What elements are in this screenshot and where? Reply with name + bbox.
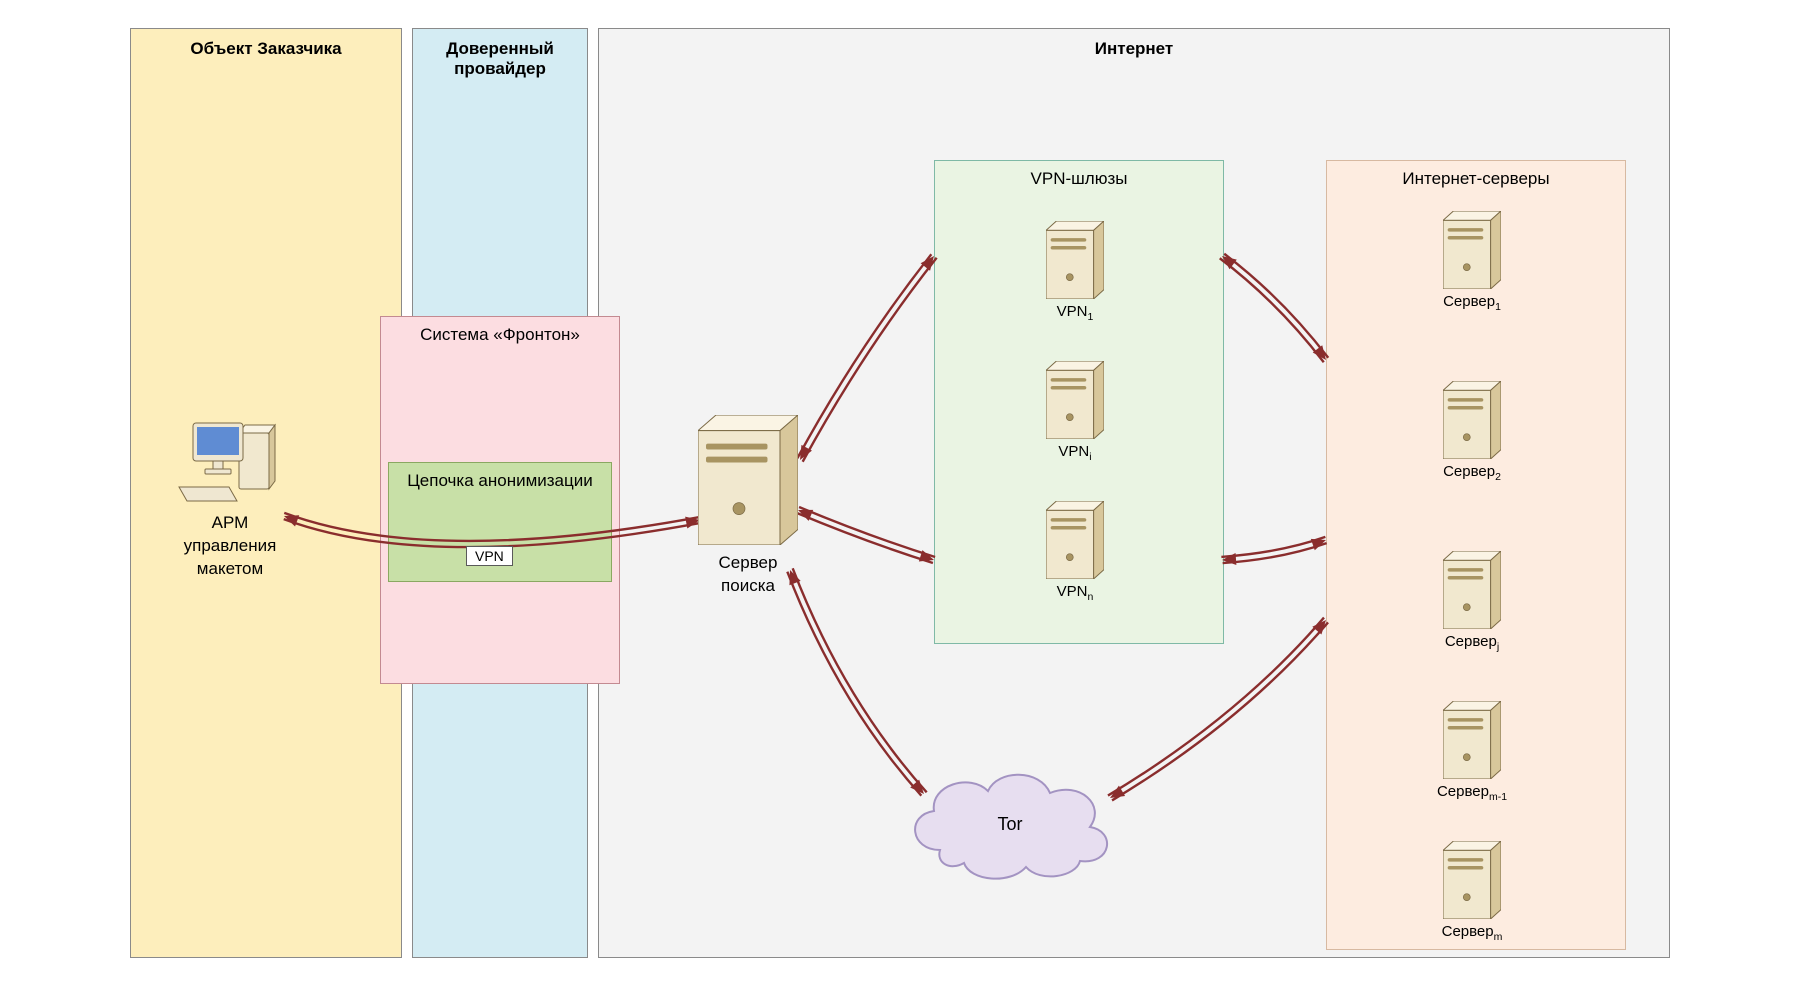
vpn-gateway-n-label: VPNn	[965, 582, 1185, 604]
internet-server-m1-label: Серверm-1	[1362, 782, 1582, 804]
vpn-gateway-1-icon	[1046, 221, 1104, 299]
internet-server-j-icon	[1443, 551, 1501, 629]
search-server-label: Серверпоиска	[638, 552, 858, 598]
internet-server-j-label: Серверj	[1362, 632, 1582, 654]
internet-server-m1-icon	[1443, 701, 1501, 779]
internet-server-m-icon	[1443, 841, 1501, 919]
vpn-tag: VPN	[466, 546, 513, 566]
internet-server-1-icon	[1443, 211, 1501, 289]
workstation-icon	[175, 415, 285, 505]
search-server-icon	[698, 415, 798, 545]
internet-server-1-label: Сервер1	[1362, 292, 1582, 314]
internet-server-m-label: Серверm	[1362, 922, 1582, 944]
svg-text:Tor: Tor	[997, 814, 1022, 834]
vpn-gateway-n-icon	[1046, 501, 1104, 579]
diagram-canvas: Объект Заказчика Доверенный провайдер Ин…	[0, 0, 1800, 1006]
vpn-gateway-1-label: VPN1	[965, 302, 1185, 324]
workstation-label: АРМуправлениямакетом	[120, 512, 340, 581]
tor-cloud-icon: Tor	[900, 755, 1120, 885]
internet-server-2-icon	[1443, 381, 1501, 459]
internet-server-2-label: Сервер2	[1362, 462, 1582, 484]
vpn-gateway-i-icon	[1046, 361, 1104, 439]
vpn-gateway-i-label: VPNi	[965, 442, 1185, 464]
